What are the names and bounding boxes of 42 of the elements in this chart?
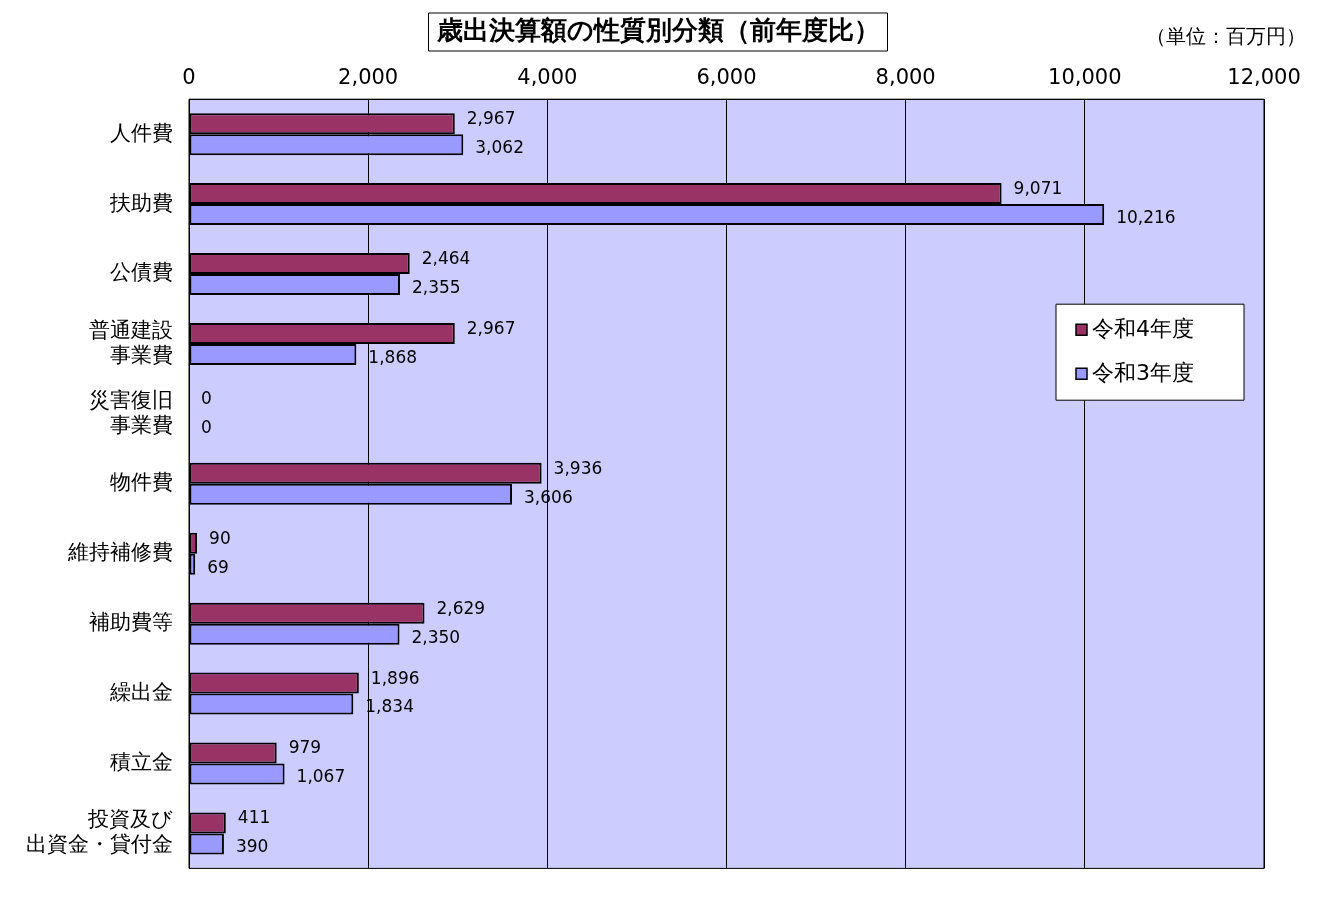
data-label: 2,350 bbox=[411, 626, 461, 647]
y-tick-label: 災害復旧事業費 bbox=[89, 387, 173, 437]
legend-label: 令和3年度 bbox=[1092, 359, 1194, 385]
data-label: 2,967 bbox=[466, 317, 516, 338]
x-tick-label: 4,000 bbox=[517, 65, 578, 90]
data-label: 3,062 bbox=[475, 137, 524, 158]
data-label: 979 bbox=[288, 737, 322, 758]
chart-title: 歳出決算額の性質別分類（前年度比） bbox=[435, 14, 880, 45]
data-label: 0 bbox=[201, 387, 212, 408]
data-label: 9,071 bbox=[1013, 178, 1063, 199]
data-label: 1,896 bbox=[370, 667, 420, 688]
x-tick-label: 0 bbox=[182, 65, 196, 90]
data-label: 390 bbox=[235, 836, 269, 857]
x-tick-label: 6,000 bbox=[696, 65, 757, 90]
data-label: 1,868 bbox=[368, 346, 418, 367]
data-label: 0 bbox=[201, 416, 212, 437]
y-tick-label: 維持補修費 bbox=[67, 540, 173, 565]
data-label: 3,936 bbox=[553, 457, 603, 478]
y-tick-label: 人件費 bbox=[110, 120, 173, 145]
y-tick-label: 補助費等 bbox=[89, 610, 173, 635]
data-label: 2,464 bbox=[421, 247, 471, 268]
y-tick-label: 繰出金 bbox=[109, 680, 173, 705]
data-label: 2,967 bbox=[466, 108, 516, 129]
data-label: 411 bbox=[237, 807, 271, 828]
data-label: 2,629 bbox=[436, 597, 486, 618]
x-tick-label: 12,000 bbox=[1227, 65, 1301, 90]
data-label: 90 bbox=[209, 527, 231, 548]
x-tick-label: 2,000 bbox=[338, 65, 399, 90]
data-label: 69 bbox=[207, 556, 229, 577]
y-tick-label: 扶助費 bbox=[109, 190, 173, 215]
y-tick-label: 普通建設事業費 bbox=[89, 317, 173, 367]
legend-label: 令和4年度 bbox=[1092, 315, 1194, 341]
data-label: 10,216 bbox=[1116, 207, 1176, 227]
y-tick-label: 公債費 bbox=[110, 260, 173, 285]
data-label: 1,067 bbox=[296, 766, 346, 787]
y-tick-label: 物件費 bbox=[110, 470, 173, 495]
data-label: 2,355 bbox=[411, 276, 461, 297]
y-tick-label: 積立金 bbox=[110, 749, 173, 774]
text: （単位：百万円） bbox=[1146, 24, 1306, 49]
y-tick-label: 投資及び出資金・貸付金 bbox=[26, 807, 173, 857]
x-tick-label: 8,000 bbox=[875, 65, 936, 90]
x-tick-label: 10,000 bbox=[1048, 65, 1122, 90]
